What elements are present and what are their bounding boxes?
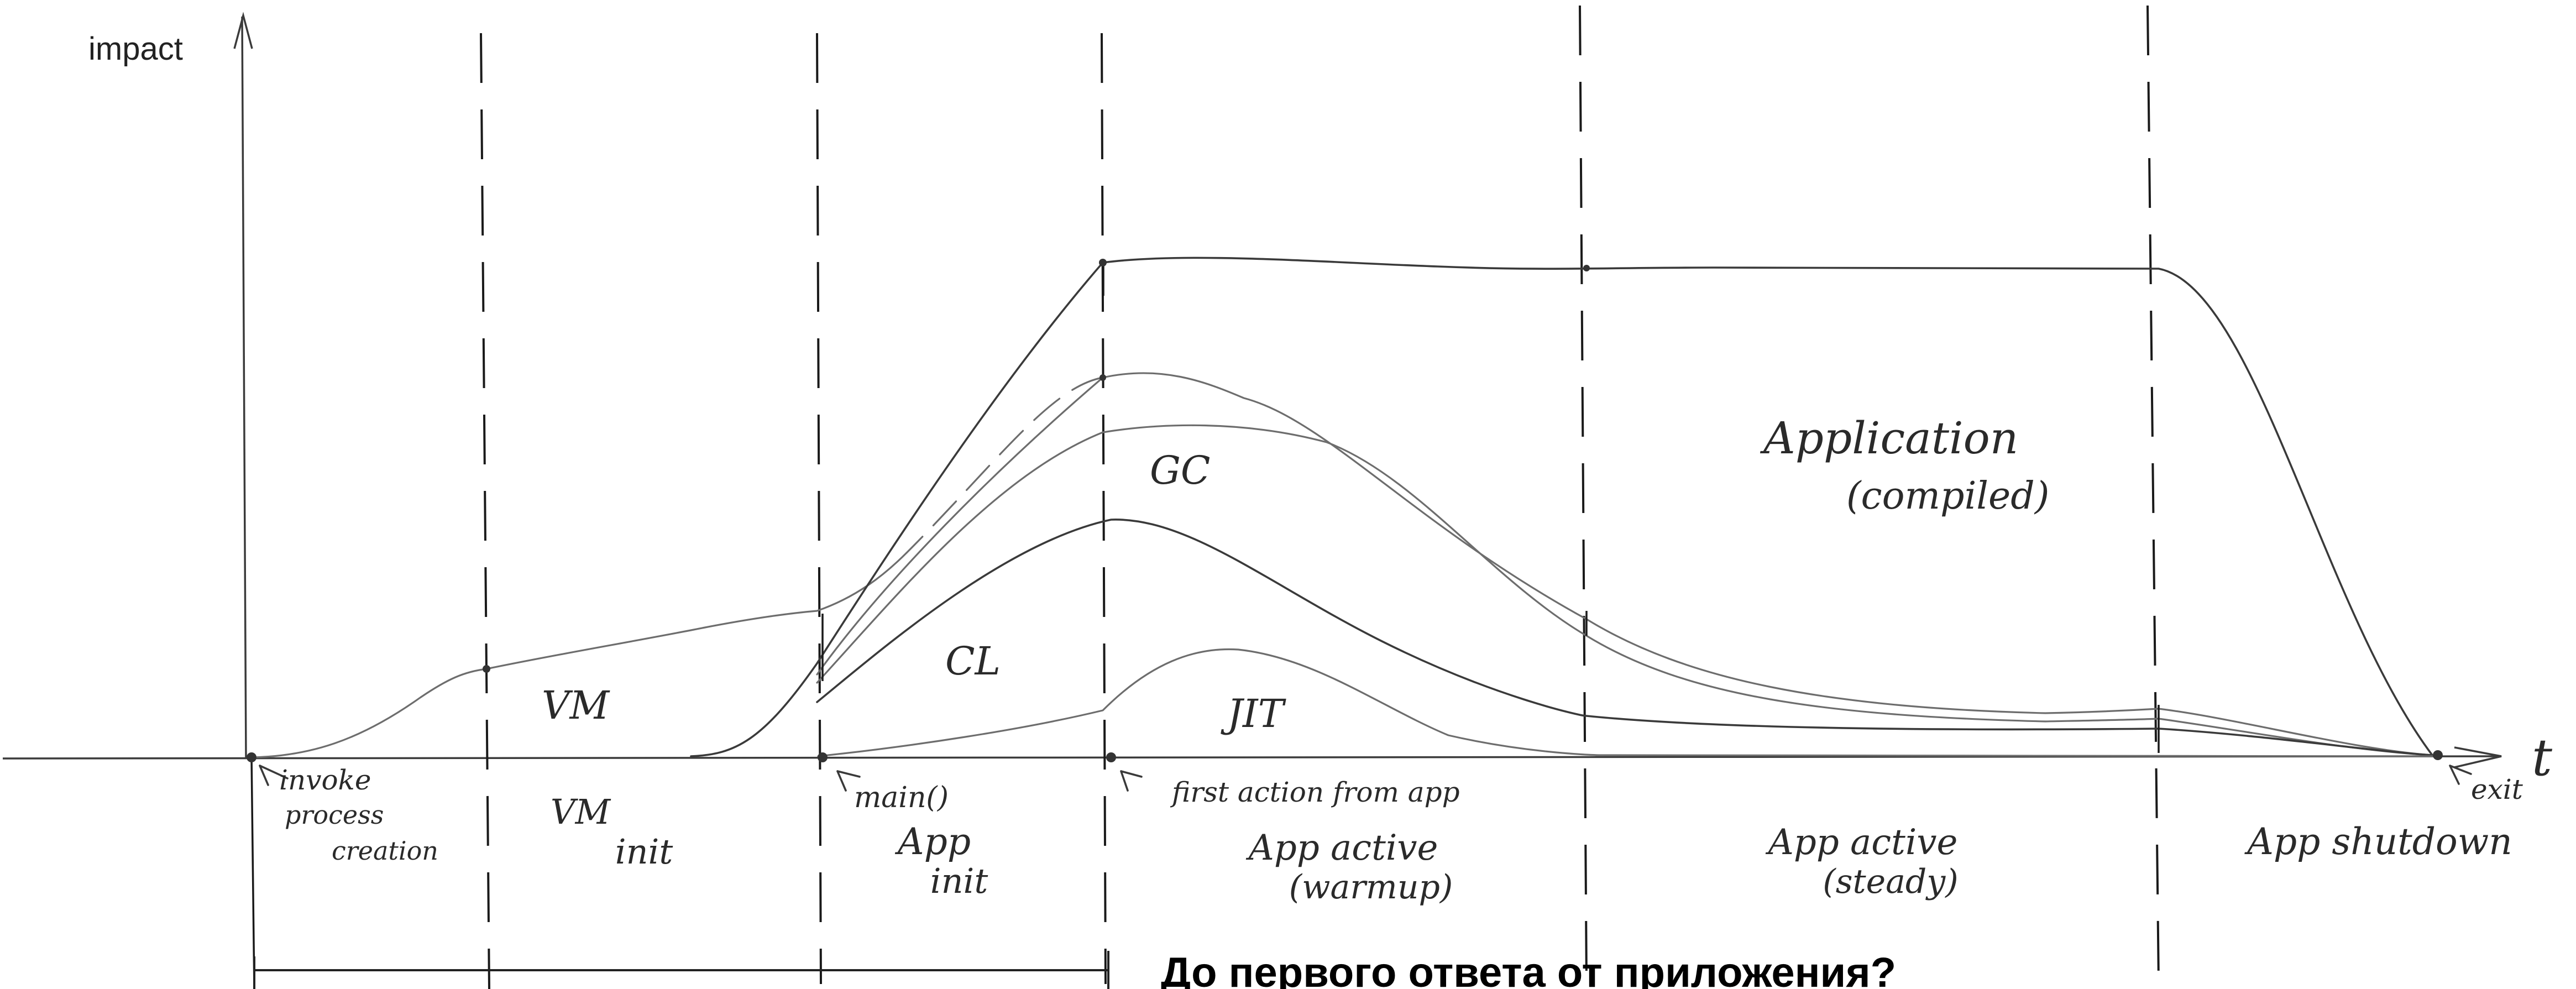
phase-shutdown-line1: App shutdown bbox=[2244, 820, 2512, 863]
phase-line-warmup-steady bbox=[1579, 5, 1588, 985]
y-axis-label: impact bbox=[88, 31, 183, 67]
jit-curve[interactable] bbox=[817, 648, 2433, 757]
dot-vm-init-end bbox=[483, 665, 490, 673]
event-process-creation-line3: creation bbox=[332, 836, 438, 866]
phase-warmup-line1: App active bbox=[1246, 828, 1438, 868]
region-vm-label: VM bbox=[542, 683, 611, 728]
caption-group: До первого ответа от приложения? bbox=[253, 949, 1896, 989]
arrow-main bbox=[836, 770, 861, 792]
phase-app-init-line2: init bbox=[930, 861, 988, 901]
x-axis-arrowhead bbox=[2454, 746, 2502, 768]
dot-steady bbox=[1583, 265, 1590, 271]
dot-main[interactable] bbox=[818, 752, 828, 762]
region-jit-label: JIT bbox=[1221, 691, 1286, 736]
dot-exit[interactable] bbox=[2433, 750, 2443, 760]
y-axis-arrowhead bbox=[233, 12, 253, 49]
region-gc-label: GC bbox=[1150, 448, 1210, 493]
arrow-process-creation bbox=[259, 765, 289, 786]
region-application-label: Application bbox=[1760, 412, 2018, 464]
phase-line-vm-start bbox=[250, 756, 255, 989]
phase-vm-init-line2: init bbox=[615, 831, 673, 872]
vm-curve bbox=[250, 552, 908, 758]
phase-separators bbox=[250, 5, 2160, 989]
event-labels: invoke process creation main() first act… bbox=[259, 764, 2523, 866]
phase-line-vm-app bbox=[480, 33, 490, 989]
arrow-exit bbox=[2449, 765, 2472, 785]
phase-steady-line2: (steady) bbox=[1823, 862, 1958, 901]
gc-lower-curve[interactable] bbox=[816, 424, 2433, 756]
event-process-creation-line2: process bbox=[285, 800, 384, 830]
phase-warmup-line2: (warmup) bbox=[1289, 868, 1453, 907]
region-labels: VM CL GC JIT Application (compiled) bbox=[542, 412, 2049, 736]
event-process-creation-line1: invoke bbox=[279, 764, 371, 796]
event-exit-label: exit bbox=[2471, 773, 2523, 805]
x-axis-label: t bbox=[2532, 728, 2553, 787]
application-curve[interactable] bbox=[690, 257, 2433, 757]
event-main-label: main() bbox=[854, 781, 949, 814]
phase-steady-line1: App active bbox=[1766, 822, 1958, 863]
cl-curve[interactable] bbox=[816, 519, 2433, 756]
dot-first-action[interactable] bbox=[1106, 752, 1116, 762]
phase-line-app-warmup bbox=[816, 33, 822, 985]
dot-process-creation[interactable] bbox=[247, 752, 256, 762]
phase-line-warmup-start bbox=[1101, 33, 1107, 985]
phase-line-steady-shutdown bbox=[2146, 5, 2160, 985]
caption-text: До первого ответа от приложения? bbox=[1161, 949, 1896, 989]
gc-upper-curve[interactable] bbox=[816, 372, 2433, 756]
dot-gc-peak bbox=[1099, 374, 1106, 381]
axes: impact t bbox=[2, 12, 2553, 787]
region-cl-label: CL bbox=[945, 639, 1001, 684]
phase-vm-init-line1: VM bbox=[551, 792, 611, 832]
dot-app-peak bbox=[1099, 259, 1107, 266]
event-first-action-label: first action from app bbox=[1170, 776, 1460, 808]
y-axis bbox=[241, 16, 247, 759]
dashed-gc-overlay bbox=[905, 376, 1104, 554]
phase-labels: VM init App init App active (warmup) App… bbox=[551, 792, 2512, 907]
event-dots bbox=[247, 259, 2443, 762]
phase-app-init-line1: App bbox=[894, 820, 971, 863]
region-application-sublabel: (compiled) bbox=[1846, 474, 2049, 518]
arrow-first-action bbox=[1120, 770, 1143, 792]
